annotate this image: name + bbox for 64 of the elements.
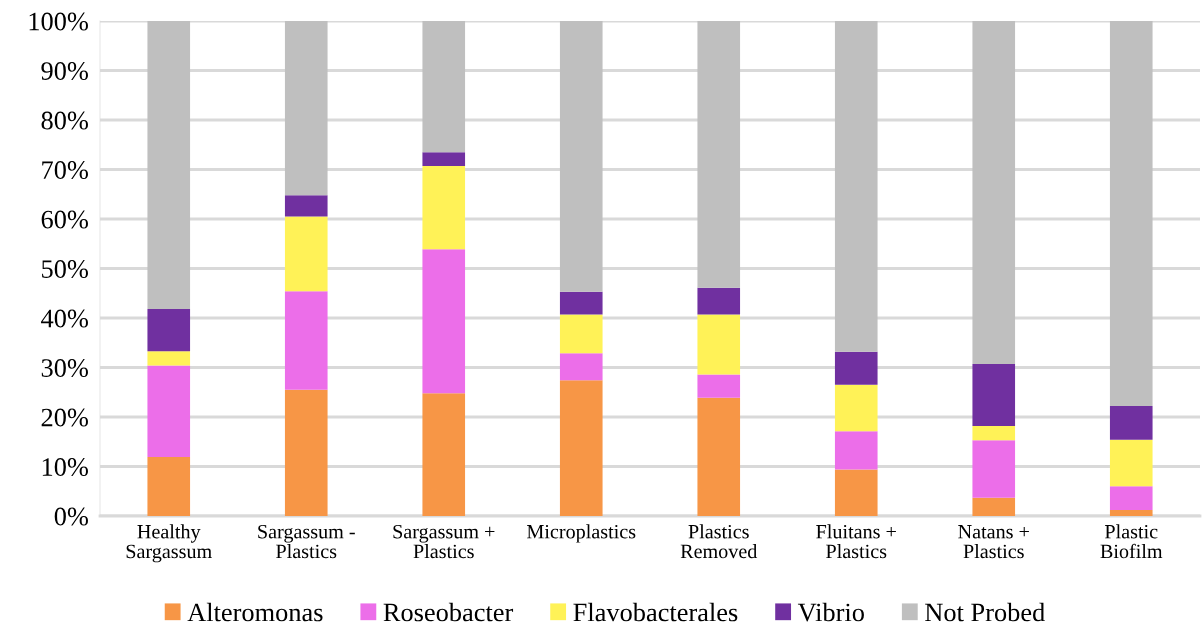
legend-label: Vibrio: [797, 602, 864, 622]
bar: [422, 249, 466, 394]
bar: [284, 291, 328, 390]
bar: [147, 21, 191, 310]
bar: [1109, 439, 1153, 487]
y-tick-label: 90%: [41, 62, 88, 80]
bar: [972, 440, 1016, 498]
bar: [834, 21, 878, 352]
bar: [1109, 486, 1153, 511]
bar: [284, 195, 328, 217]
bar: [559, 314, 603, 354]
bar: [147, 351, 191, 366]
bar: [147, 309, 191, 352]
x-tick-label: Microplastics: [527, 524, 636, 543]
bar: [972, 21, 1016, 365]
bar: [834, 384, 878, 432]
bar: [147, 457, 191, 516]
bar: [284, 21, 328, 196]
x-tick-label: Sargassum - Plastics: [258, 524, 355, 559]
y-tick-label: 50%: [42, 260, 88, 278]
y-tick-label: 40%: [41, 309, 88, 328]
y-tick-label: 70%: [42, 161, 88, 179]
y-tick-label: 30%: [41, 359, 88, 377]
y-tick-label: 0%: [54, 507, 88, 526]
bar: [422, 21, 466, 153]
bar: [1109, 510, 1153, 516]
bar: [834, 351, 878, 385]
bar: [1109, 406, 1153, 440]
legend-label: Flavobacterales: [573, 602, 738, 622]
bar: [834, 469, 878, 516]
y-tick-label: 20%: [41, 408, 88, 427]
bar: [972, 425, 1016, 441]
bar: [559, 353, 603, 381]
bar: [697, 21, 741, 288]
x-tick-label: Plastics Removed: [680, 524, 758, 559]
legend-label: Not Probed: [925, 602, 1045, 622]
x-tick-label: Natans + Plastics: [958, 525, 1029, 559]
bar: [559, 291, 603, 315]
x-tick-label: Plastic Biofilm: [1100, 524, 1163, 559]
legend-label: Alteromonas: [187, 602, 323, 622]
x-tick-label: Fluitans + Plastics: [816, 524, 896, 559]
bar: [422, 393, 466, 516]
y-tick-label: 100%: [29, 12, 88, 31]
bar: [972, 497, 1016, 516]
bar: [697, 397, 741, 516]
y-tick-label: 60%: [41, 210, 88, 229]
bar: [697, 314, 741, 375]
x-tick-label: Healthy Sargassum: [126, 524, 212, 563]
bar: [147, 365, 191, 458]
bar: [697, 287, 741, 315]
legend-label: Roseobacter: [383, 602, 514, 622]
bar: [1109, 21, 1153, 407]
y-tick-label: 10%: [42, 458, 88, 476]
bar: [834, 431, 878, 470]
x-tick-label: Sargassum + Plastics: [393, 524, 495, 559]
y-tick-label: 80%: [41, 111, 88, 130]
bar: [559, 380, 603, 516]
bar: [422, 166, 466, 250]
bar: [422, 152, 466, 167]
bar: [284, 389, 328, 516]
bar: [697, 374, 741, 398]
bar: [972, 364, 1016, 426]
bar: [284, 216, 328, 292]
bar: [559, 21, 603, 292]
